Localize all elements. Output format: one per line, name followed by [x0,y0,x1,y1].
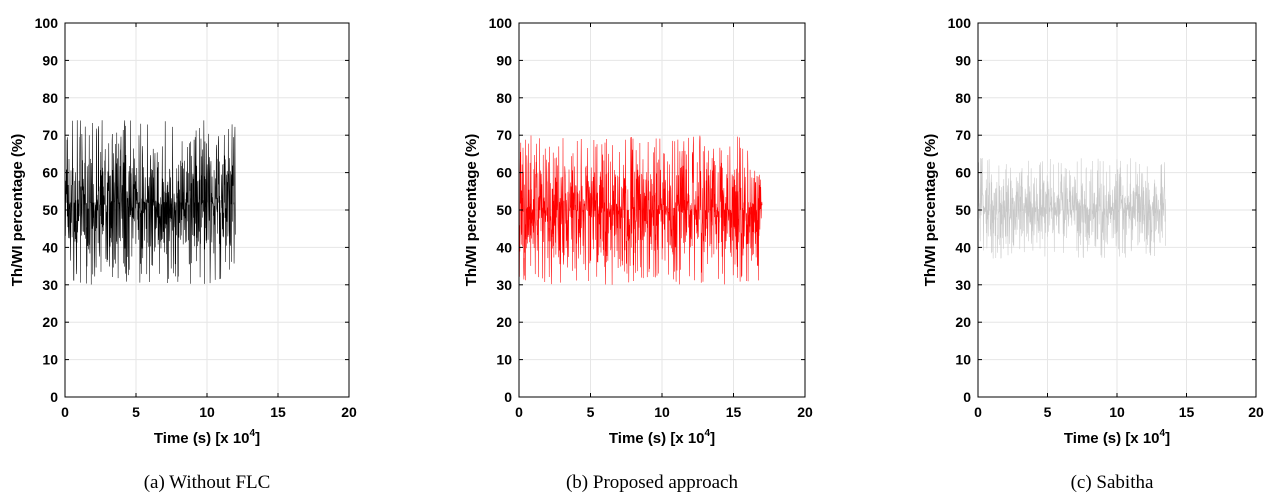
x-tick-label: 0 [515,404,523,420]
y-axis-label: Th/WI percentage (%) [463,134,480,287]
y-tick-label: 70 [496,127,512,143]
y-tick-label: 90 [496,52,512,68]
x-tick-label: 15 [270,404,286,420]
x-tick-label: 10 [199,404,215,420]
x-tick-label: 5 [132,404,140,420]
y-tick-label: 0 [963,389,971,405]
subfigure-caption: (c) Sabitha [1071,472,1154,493]
x-tick-label: 15 [1179,404,1195,420]
y-tick-label: 100 [35,15,59,31]
y-tick-label: 50 [955,202,971,218]
x-axis-label: Time (s) [x 104] [1064,428,1170,447]
x-axis-label: Time (s) [x 104] [154,428,260,447]
y-tick-label: 100 [948,15,972,31]
chart-panel: 0 5 10 15 20 0 10 20 30 40 50 60 70 80 90 100 Time (s) [… [463,15,813,493]
y-tick-label: 90 [42,52,58,68]
y-tick-label: 70 [42,127,58,143]
y-tick-label: 0 [50,389,58,405]
x-axis-label: Time (s) [x 104] [609,428,715,447]
x-tick-label: 5 [1044,404,1052,420]
x-tick-label: 20 [341,404,357,420]
y-tick-label: 20 [42,314,58,330]
y-tick-label: 30 [42,277,58,293]
series-line [977,158,1166,259]
y-tick-label: 80 [955,90,971,106]
chart-panel: 0 5 10 15 20 0 10 20 30 40 50 60 70 80 90 100 Time (s) [… [922,15,1264,493]
y-tick-label: 30 [955,277,971,293]
y-tick-label: 80 [496,90,512,106]
y-tick-label: 70 [955,127,971,143]
y-tick-label: 90 [955,52,971,68]
y-axis-label: Th/WI percentage (%) [9,134,26,287]
series-line [518,135,763,285]
x-tick-label: 10 [654,404,670,420]
chart-panel: 0 5 10 15 20 0 10 20 30 40 50 60 70 80 90 100 Time (s) [… [9,15,357,493]
y-tick-label: 10 [496,352,512,368]
y-axis-label: Th/WI percentage (%) [922,134,939,287]
y-tick-label: 40 [955,239,971,255]
y-tick-label: 20 [496,314,512,330]
x-tick-label: 0 [974,404,982,420]
y-tick-label: 40 [496,239,512,255]
y-tick-label: 60 [42,165,58,181]
y-tick-label: 0 [504,389,512,405]
x-tick-label: 5 [587,404,595,420]
y-tick-label: 100 [489,15,513,31]
x-tick-label: 10 [1109,404,1125,420]
y-tick-label: 80 [42,90,58,106]
y-tick-label: 10 [42,352,58,368]
y-tick-label: 20 [955,314,971,330]
y-tick-label: 40 [42,239,58,255]
y-tick-label: 50 [42,202,58,218]
x-tick-label: 0 [61,404,69,420]
y-tick-label: 60 [496,165,512,181]
y-tick-label: 30 [496,277,512,293]
y-tick-label: 10 [955,352,971,368]
x-tick-label: 15 [726,404,742,420]
series-line [64,120,236,285]
y-tick-label: 50 [496,202,512,218]
x-tick-label: 20 [1248,404,1264,420]
x-tick-label: 20 [797,404,813,420]
y-tick-label: 60 [955,165,971,181]
subfigure-caption: (a) Without FLC [144,472,271,493]
subfigure-caption: (b) Proposed approach [566,472,739,493]
